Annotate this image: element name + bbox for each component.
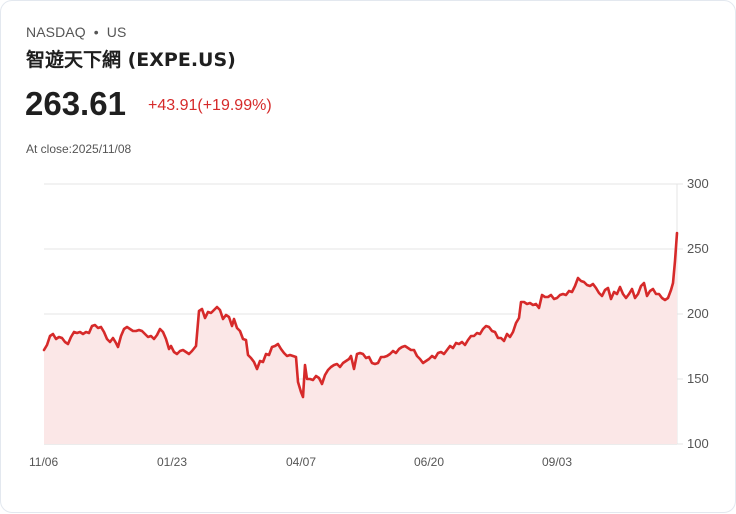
- price-area-fill: [44, 233, 677, 444]
- price-change: +43.91(+19.99%): [148, 97, 272, 114]
- x-tick-2: 04/07: [286, 455, 316, 469]
- y-axis: 300 250 200 150 100: [687, 176, 709, 451]
- x-tick-3: 06/20: [414, 455, 444, 469]
- y-tick-300: 300: [687, 176, 709, 191]
- exchange-line: NASDAQ • US: [26, 24, 126, 40]
- separator-dot: •: [93, 24, 99, 40]
- y-tick-150: 150: [687, 371, 709, 386]
- x-tick-1: 01/23: [157, 455, 187, 469]
- exchange-label: NASDAQ: [26, 24, 86, 40]
- market-label: US: [106, 24, 127, 40]
- x-axis: 11/06 01/23 04/07 06/20 09/03: [29, 455, 572, 469]
- y-tick-250: 250: [687, 241, 709, 256]
- y-tick-100: 100: [687, 436, 709, 451]
- at-close-timestamp: At close:2025/11/08: [26, 142, 132, 156]
- x-tick-4: 09/03: [542, 455, 572, 469]
- price-line: [42, 231, 679, 399]
- stock-name: 智遊天下網 (EXPE.US): [26, 49, 236, 71]
- x-tick-0: 11/06: [29, 455, 58, 469]
- y-tick-200: 200: [687, 306, 709, 321]
- current-price: 263.61: [25, 85, 126, 122]
